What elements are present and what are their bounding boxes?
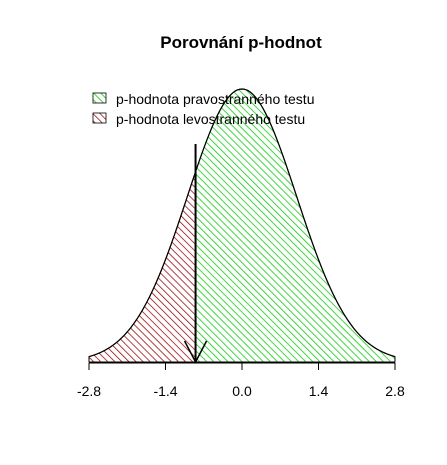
- legend-label-right: p-hodnota pravostranného testu: [116, 91, 314, 107]
- x-tick-label: 1.4: [309, 383, 329, 399]
- right-tail-region: [195, 88, 396, 363]
- x-tick-label: 2.8: [385, 383, 405, 399]
- legend: p-hodnota pravostranného testu p-hodnota…: [92, 91, 314, 127]
- legend-swatch-left: [92, 112, 107, 124]
- legend-label-left: p-hodnota levostranného testu: [116, 111, 305, 127]
- x-tick-label: 0.0: [232, 383, 252, 399]
- legend-swatch-right: [92, 92, 107, 104]
- left-tail-region: [88, 171, 197, 363]
- x-tick-label: -1.4: [153, 383, 177, 399]
- x-axis: -2.8 -1.4 0.0 1.4 2.8: [77, 362, 405, 399]
- x-tick-label: -2.8: [77, 383, 101, 399]
- chart-title: Porovnání p-hodnot: [160, 33, 322, 52]
- arrow-head: [183, 340, 208, 364]
- density-curve: [88, 88, 396, 358]
